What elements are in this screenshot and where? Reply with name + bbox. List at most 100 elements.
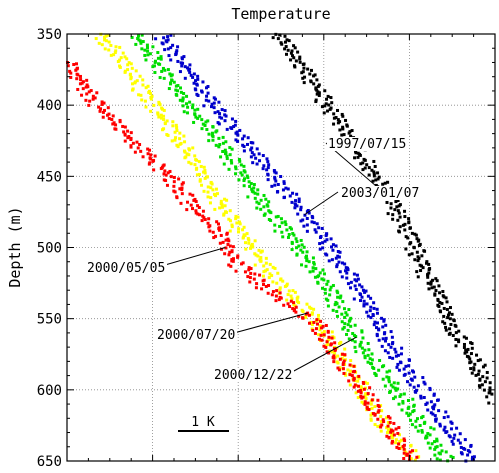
- data-point: [395, 365, 399, 369]
- data-point: [358, 343, 362, 347]
- data-point: [435, 279, 439, 283]
- data-point: [340, 261, 344, 265]
- data-point: [394, 354, 398, 358]
- data-point: [311, 266, 315, 270]
- data-point: [101, 115, 105, 119]
- data-point: [141, 78, 145, 82]
- data-point: [349, 359, 353, 363]
- data-point: [442, 295, 446, 299]
- data-point: [187, 160, 191, 164]
- data-point: [224, 210, 228, 214]
- data-point: [466, 347, 470, 351]
- data-point: [388, 390, 392, 394]
- data-point: [369, 305, 373, 309]
- data-point: [344, 311, 348, 315]
- data-point: [397, 211, 401, 215]
- data-point: [128, 73, 132, 77]
- data-point: [402, 447, 406, 451]
- data-point: [279, 175, 283, 179]
- data-point: [220, 247, 224, 251]
- data-point: [89, 89, 93, 93]
- data-point: [162, 114, 166, 118]
- data-point: [87, 103, 91, 107]
- data-point: [259, 207, 263, 211]
- data-point: [402, 392, 406, 396]
- data-point: [287, 232, 291, 236]
- data-point: [116, 60, 120, 64]
- data-point: [76, 87, 80, 91]
- data-point: [299, 238, 303, 242]
- data-point: [464, 336, 468, 340]
- data-point: [326, 330, 330, 334]
- data-point: [342, 325, 346, 329]
- data-point: [356, 155, 360, 159]
- data-point: [346, 328, 350, 332]
- data-point: [144, 105, 148, 109]
- data-point: [135, 79, 139, 83]
- data-point: [194, 209, 198, 213]
- data-point: [205, 175, 209, 179]
- data-point: [242, 134, 246, 138]
- data-point: [425, 261, 429, 265]
- data-point: [173, 138, 177, 142]
- data-point: [171, 120, 175, 124]
- data-point: [341, 125, 345, 129]
- data-point: [301, 218, 305, 222]
- data-point: [351, 370, 355, 374]
- data-point: [365, 381, 369, 385]
- data-point: [367, 348, 371, 352]
- data-point: [205, 94, 209, 98]
- data-point: [160, 128, 164, 132]
- data-point: [262, 282, 266, 286]
- data-point: [225, 232, 229, 236]
- data-point: [397, 433, 401, 437]
- data-point: [305, 223, 309, 227]
- data-point: [376, 424, 380, 428]
- data-point: [241, 261, 245, 265]
- data-point: [305, 250, 309, 254]
- data-point: [194, 167, 198, 171]
- data-point: [123, 125, 127, 129]
- data-point: [332, 360, 336, 364]
- data-point: [202, 170, 206, 174]
- data-point: [330, 336, 334, 340]
- data-point: [388, 355, 392, 359]
- data-point: [125, 57, 129, 61]
- data-point: [265, 268, 269, 272]
- data-point: [365, 310, 369, 314]
- data-point: [267, 276, 271, 280]
- data-point: [198, 213, 202, 217]
- data-point: [138, 143, 142, 147]
- data-point: [437, 284, 441, 288]
- data-point: [399, 352, 403, 356]
- data-point: [216, 222, 220, 226]
- data-point: [405, 453, 409, 457]
- data-point: [444, 430, 448, 434]
- data-point: [279, 217, 283, 221]
- data-point: [357, 376, 361, 380]
- data-point: [129, 62, 133, 66]
- data-point: [203, 176, 207, 180]
- data-point: [370, 398, 374, 402]
- data-point: [171, 124, 175, 128]
- data-point: [279, 296, 283, 300]
- data-point: [480, 383, 484, 387]
- data-point: [223, 109, 227, 113]
- data-point: [188, 70, 192, 74]
- data-point: [230, 223, 234, 227]
- data-point: [421, 376, 425, 380]
- data-point: [481, 365, 485, 369]
- annotation-leader: [164, 247, 226, 266]
- series: [130, 33, 455, 463]
- data-point: [251, 141, 255, 145]
- data-point: [131, 141, 135, 145]
- data-point: [291, 232, 295, 236]
- y-tick-label: 400: [37, 98, 62, 114]
- data-point: [382, 319, 386, 323]
- data-point: [286, 187, 290, 191]
- data-point: [234, 214, 238, 218]
- data-point: [301, 310, 305, 314]
- data-point: [319, 319, 323, 323]
- data-point: [275, 190, 279, 194]
- data-point: [195, 158, 199, 162]
